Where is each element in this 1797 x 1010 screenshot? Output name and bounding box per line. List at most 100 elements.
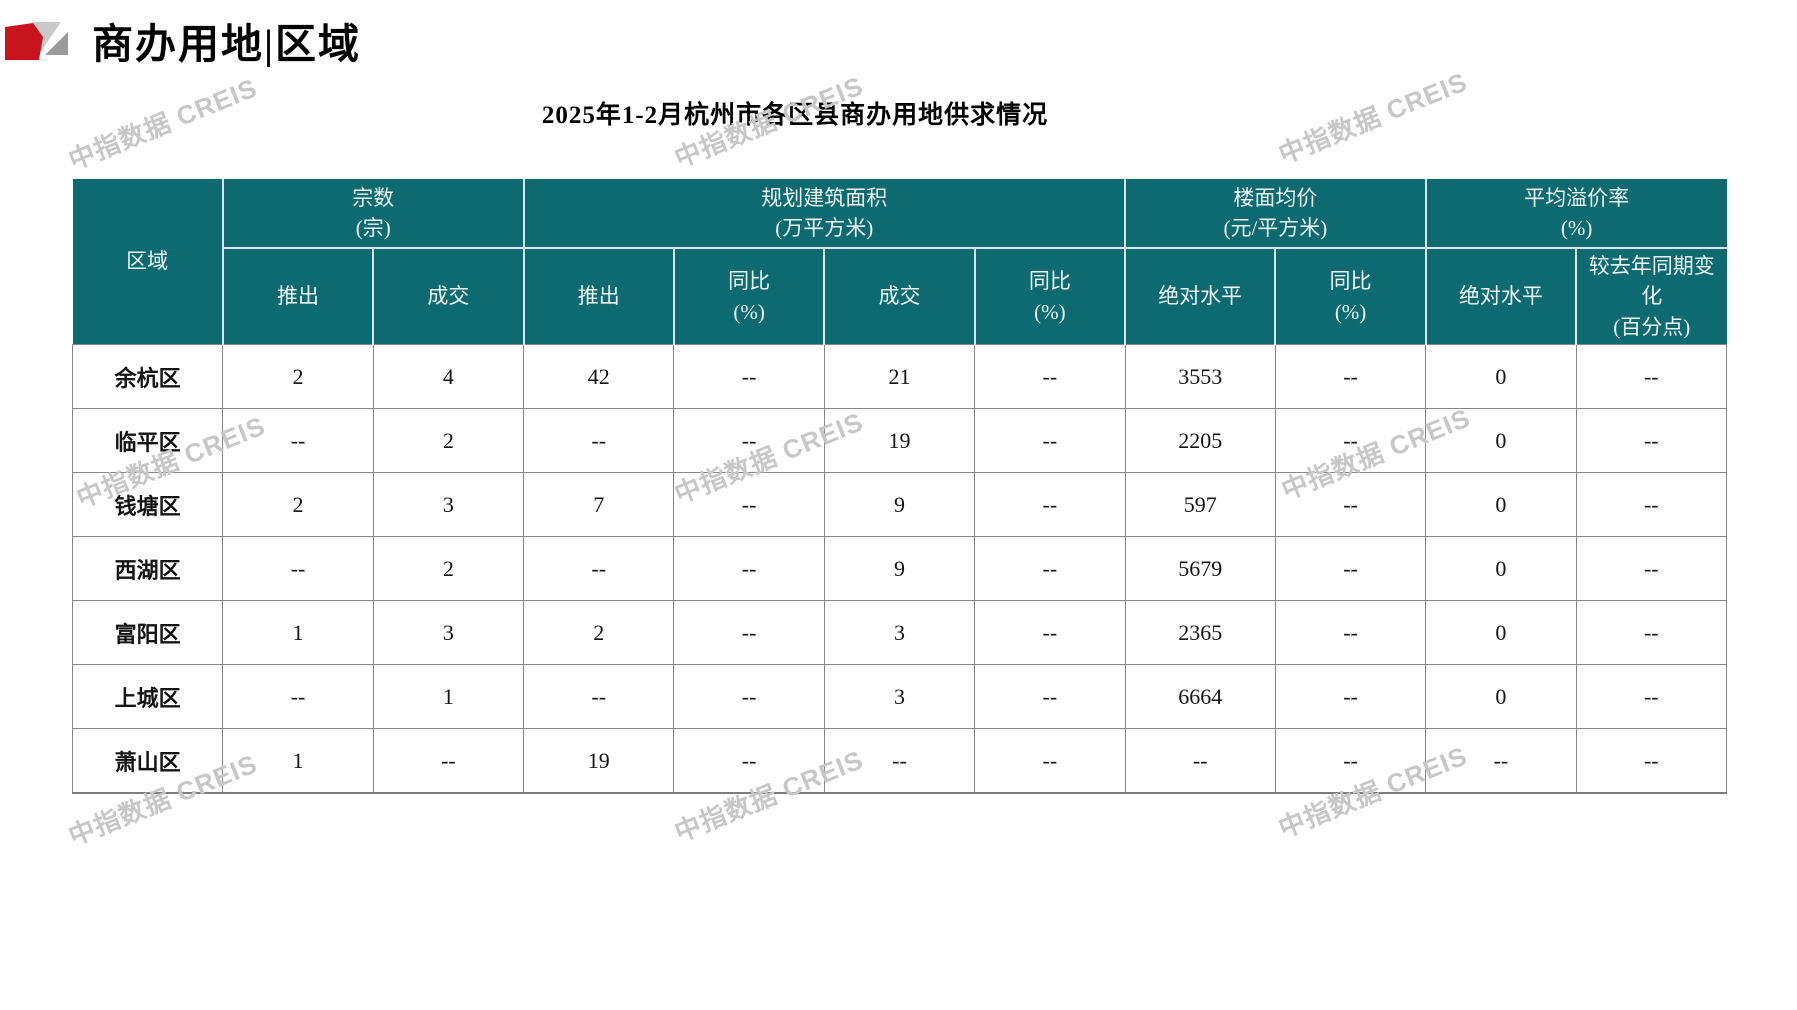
supply-demand-table-container: 区域 宗数 (宗) 规划建筑面积 (万平方米) 楼面均价 (元/平方米) 平均溢… (71, 179, 1728, 795)
table-cell: -- (673, 536, 825, 602)
table-cell: 0 (1425, 536, 1577, 602)
table-cell: -- (1274, 664, 1427, 730)
table-cell: 2 (222, 472, 374, 538)
region-label: 临平区 (71, 408, 224, 474)
region-label: 钱塘区 (71, 472, 224, 538)
table-header: 区域 宗数 (宗) 规划建筑面积 (万平方米) 楼面均价 (元/平方米) 平均溢… (72, 179, 1727, 346)
table-cell: 1 (222, 728, 374, 795)
col-header-price-yoy: 同比 (%) (1274, 248, 1427, 346)
table-cell: -- (523, 408, 675, 474)
table-cell: 2365 (1124, 600, 1276, 666)
table-cell: 0 (1425, 408, 1577, 474)
table-cell: 2 (523, 600, 675, 666)
table-cell: -- (673, 408, 825, 474)
table-cell: -- (974, 408, 1126, 474)
table-cell: 2 (222, 344, 374, 410)
region-label: 上城区 (71, 664, 224, 730)
table-cell: -- (974, 344, 1126, 410)
table-cell: 2205 (1124, 408, 1276, 474)
table-row: 萧山区 1 -- 19 -- -- -- -- -- -- -- (71, 728, 1728, 795)
table-cell: -- (1274, 536, 1427, 602)
col-header-sold-area: 成交 (823, 248, 976, 346)
table-cell: 2 (372, 408, 525, 474)
table-cell: 1 (222, 600, 374, 666)
table-cell: -- (372, 728, 525, 795)
col-header-premium-change: 较去年同期变 化 (百分点) (1575, 248, 1727, 346)
header-sub-row: 推出 成交 推出 同比 (%) 成交 同比 (%) 绝对水平 同比 (%) 绝对… (73, 248, 1727, 346)
table-cell: -- (523, 536, 675, 602)
table-row: 西湖区 -- 2 -- -- 9 -- 5679 -- 0 -- (71, 536, 1728, 602)
table-cell: 0 (1425, 664, 1577, 730)
table-row: 钱塘区 2 3 7 -- 9 -- 597 -- 0 -- (71, 472, 1728, 538)
col-group-planned-area: 规划建筑面积 (万平方米) (522, 179, 1127, 249)
region-label: 西湖区 (71, 536, 224, 602)
table-cell: -- (1575, 344, 1728, 410)
table-cell: 3 (372, 600, 525, 666)
table-cell: -- (673, 344, 825, 410)
table-cell: -- (1274, 472, 1427, 538)
table-cell: -- (974, 728, 1126, 795)
page-title: 商办用地|区域 (92, 21, 362, 67)
table-cell: 7 (523, 472, 675, 538)
table-cell: -- (1274, 600, 1427, 666)
table-body: 余杭区 2 4 42 -- 21 -- 3553 -- 0 -- 临平区 -- 2 -- -- 19 -- 2205… (71, 344, 1728, 795)
supply-demand-table: 区域 宗数 (宗) 规划建筑面积 (万平方米) 楼面均价 (元/平方米) 平均溢… (71, 179, 1728, 795)
table-cell: -- (673, 472, 825, 538)
table-cell: -- (1575, 408, 1728, 474)
table-cell: -- (222, 408, 374, 474)
table-cell: -- (974, 472, 1126, 538)
table-cell: -- (1274, 344, 1427, 410)
col-header-price-level: 绝对水平 (1124, 248, 1277, 346)
table-cell: 6664 (1124, 664, 1276, 730)
table-row: 富阳区 1 3 2 -- 3 -- 2365 -- 0 -- (71, 600, 1728, 666)
brand-logo (5, 22, 68, 60)
table-cell: -- (523, 664, 675, 730)
watermark: 中指数据 CREIS (64, 72, 262, 176)
header-group-row: 区域 宗数 (宗) 规划建筑面积 (万平方米) 楼面均价 (元/平方米) 平均溢… (72, 179, 1727, 346)
table-cell: 19 (823, 408, 976, 474)
table-cell: 19 (523, 728, 675, 795)
table-cell: -- (673, 728, 825, 795)
logo-dark-gray-shape (45, 32, 68, 55)
table-cell: 3 (823, 664, 976, 730)
table-cell: 3 (372, 472, 525, 538)
table-cell: 21 (823, 344, 976, 410)
table-cell: 9 (823, 536, 976, 602)
col-header-sold: 成交 (372, 248, 525, 346)
col-header-yoy-launched: 同比 (%) (672, 248, 826, 346)
table-cell: 9 (823, 472, 976, 538)
table-cell: -- (1575, 664, 1728, 730)
region-label: 萧山区 (71, 728, 224, 795)
table-cell: -- (1274, 408, 1427, 474)
table-title: 2025年1-2月杭州市各区县商办用地供求情况 (541, 102, 1049, 129)
table-cell: -- (1575, 600, 1728, 666)
table-cell: 3 (823, 600, 976, 666)
watermark: 中指数据 CREIS (1274, 66, 1472, 170)
table-cell: 0 (1425, 600, 1577, 666)
table-cell: -- (974, 536, 1126, 602)
table-cell: -- (1575, 728, 1728, 795)
table-cell: -- (1274, 728, 1427, 795)
table-cell: 0 (1425, 344, 1577, 410)
col-group-premium-rate: 平均溢价率 (%) (1424, 179, 1727, 249)
table-row: 余杭区 2 4 42 -- 21 -- 3553 -- 0 -- (71, 344, 1728, 410)
table-cell: -- (1124, 728, 1276, 795)
col-header-premium-level: 绝对水平 (1424, 248, 1578, 346)
region-label: 余杭区 (71, 344, 224, 410)
table-cell: 2 (372, 536, 525, 602)
table-cell: -- (1575, 536, 1728, 602)
table-row: 上城区 -- 1 -- -- 3 -- 6664 -- 0 -- (71, 664, 1728, 730)
col-header-launched: 推出 (221, 248, 375, 346)
col-group-floor-price: 楼面均价 (元/平方米) (1124, 179, 1427, 249)
table-cell: 5679 (1124, 536, 1276, 602)
table-cell: -- (673, 600, 825, 666)
col-group-parcels: 宗数 (宗) (221, 179, 525, 249)
table-cell: -- (974, 664, 1126, 730)
table-cell: 3553 (1124, 344, 1276, 410)
table-cell: -- (1575, 472, 1728, 538)
col-header-yoy-sold: 同比 (%) (973, 248, 1127, 346)
table-cell: -- (1425, 728, 1577, 795)
table-cell: 42 (523, 344, 675, 410)
table-row: 临平区 -- 2 -- -- 19 -- 2205 -- 0 -- (71, 408, 1728, 474)
col-header-region: 区域 (72, 179, 224, 346)
